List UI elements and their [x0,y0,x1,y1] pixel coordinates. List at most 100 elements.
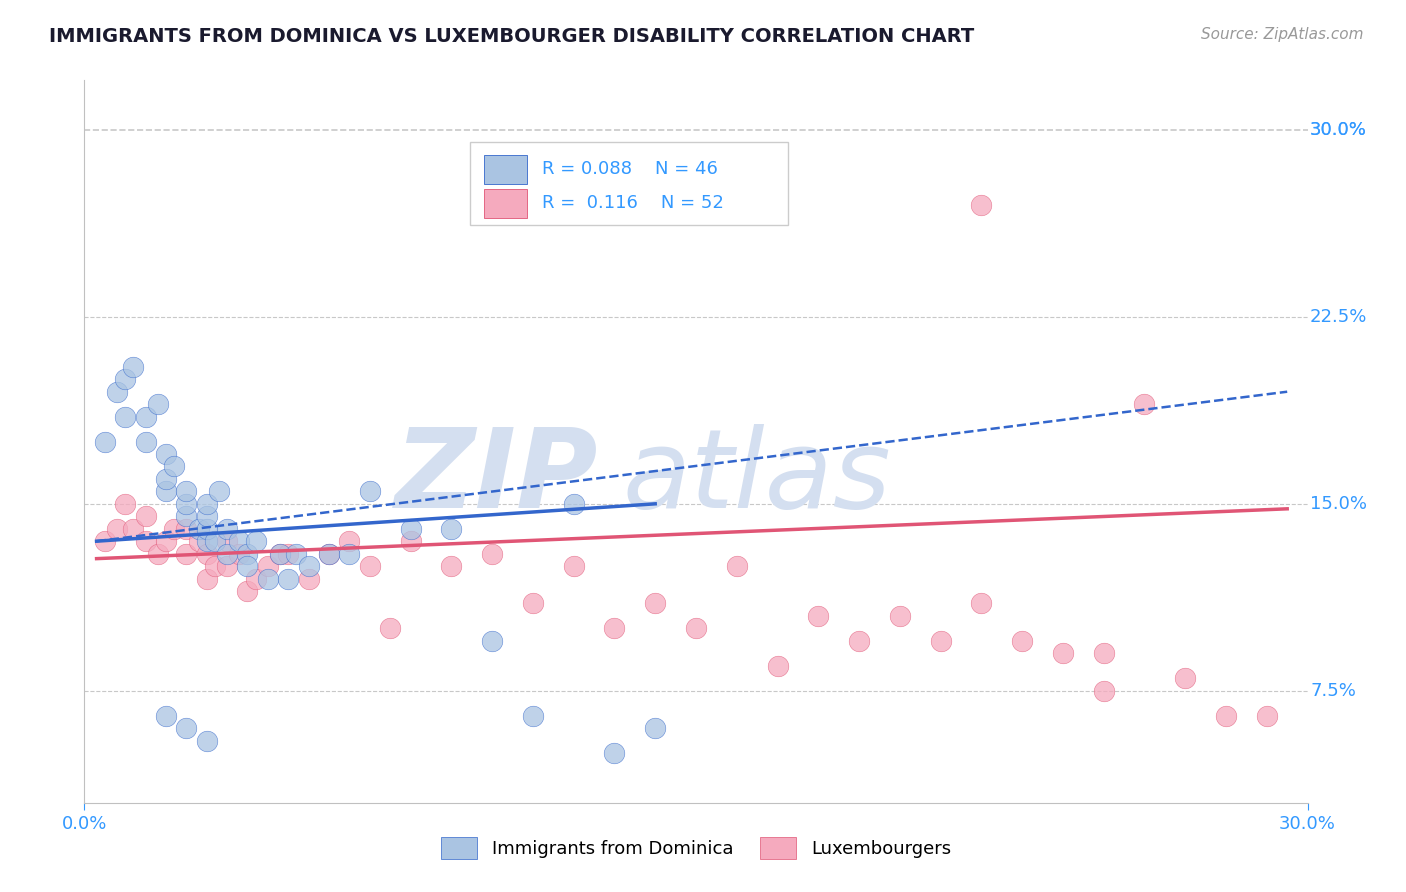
Text: 22.5%: 22.5% [1310,308,1368,326]
Point [217,534,239,549]
Point [93,434,115,449]
Point [1011,633,1033,648]
Point [277,547,299,561]
Point [1092,683,1115,698]
Point [257,559,280,574]
Point [522,708,544,723]
Point [440,522,463,536]
Point [889,609,911,624]
Point [195,509,218,524]
Point [285,547,308,561]
Point [114,372,136,386]
Point [318,547,340,561]
Point [1174,671,1197,685]
Point [359,484,381,499]
Point [155,484,177,499]
Point [848,633,870,648]
Point [245,534,267,549]
Text: atlas: atlas [623,425,891,531]
Point [195,534,218,549]
Point [155,708,177,723]
Point [970,597,993,611]
Point [217,522,239,536]
Point [105,522,128,536]
Point [217,547,239,561]
Point [644,597,666,611]
Point [685,621,707,635]
Point [135,409,157,424]
Point [155,447,177,461]
Point [208,484,231,499]
Text: 30.0%: 30.0% [1310,121,1367,139]
Point [146,547,169,561]
Point [217,559,239,574]
Point [228,534,250,549]
Point [399,534,422,549]
Point [163,459,186,474]
Point [187,534,209,549]
Point [174,547,197,561]
Point [269,547,291,561]
Point [122,359,145,374]
Point [766,658,789,673]
Point [562,559,585,574]
Point [277,572,299,586]
Point [174,509,197,524]
Point [204,559,226,574]
Point [93,534,115,549]
Point [380,621,402,635]
Legend: Immigrants from Dominica, Luxembourgers: Immigrants from Dominica, Luxembourgers [434,830,957,866]
Point [174,522,197,536]
Point [807,609,830,624]
Point [318,547,340,561]
Point [174,721,197,735]
Point [195,522,218,536]
Point [195,572,218,586]
Point [399,522,422,536]
Text: ZIP: ZIP [395,425,598,531]
Point [269,547,291,561]
Point [359,559,381,574]
Point [522,597,544,611]
Point [195,733,218,747]
Point [440,559,463,574]
Point [1215,708,1237,723]
Point [135,434,157,449]
Point [298,559,321,574]
Point [298,572,321,586]
Point [135,509,157,524]
Point [644,721,666,735]
Point [339,547,361,561]
Text: Source: ZipAtlas.com: Source: ZipAtlas.com [1201,27,1364,42]
Point [114,497,136,511]
Text: 7.5%: 7.5% [1310,681,1355,699]
Point [163,522,186,536]
Point [970,198,993,212]
Point [155,534,177,549]
Point [236,559,259,574]
Point [174,497,197,511]
Point [339,534,361,549]
Point [204,534,226,549]
Point [146,397,169,411]
Text: 15.0%: 15.0% [1310,495,1367,513]
Point [122,522,145,536]
Point [195,497,218,511]
Point [155,472,177,486]
Point [1092,646,1115,660]
Point [1133,397,1156,411]
Point [562,497,585,511]
Point [1256,708,1278,723]
Text: R =  0.116    N = 52: R = 0.116 N = 52 [541,194,724,212]
Point [481,547,503,561]
Point [603,746,626,760]
Point [195,547,218,561]
Point [1052,646,1074,660]
Point [245,572,267,586]
Point [135,534,157,549]
Point [603,621,626,635]
Point [187,522,209,536]
Bar [470,142,787,225]
Point [257,572,280,586]
Point [236,547,259,561]
